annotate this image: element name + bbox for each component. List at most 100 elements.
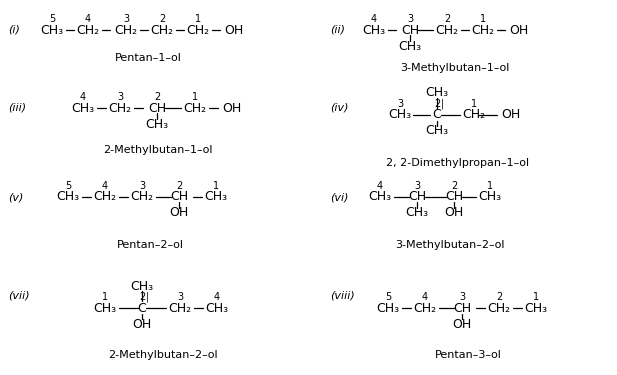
Text: CH₃: CH₃ xyxy=(93,302,117,315)
Text: 1: 1 xyxy=(195,14,201,24)
Text: CH₂: CH₂ xyxy=(436,24,458,36)
Text: C: C xyxy=(433,108,441,122)
Text: 3: 3 xyxy=(123,14,129,24)
Text: 2-Methylbutan–2–ol: 2-Methylbutan–2–ol xyxy=(108,350,218,360)
Text: 4: 4 xyxy=(371,14,377,24)
Text: CH₃: CH₃ xyxy=(72,102,94,114)
Text: OH: OH xyxy=(502,108,521,122)
Text: CH₃: CH₃ xyxy=(41,24,64,36)
Text: OH: OH xyxy=(510,24,529,36)
Text: CH₂: CH₂ xyxy=(186,24,210,36)
Text: 4: 4 xyxy=(85,14,91,24)
Text: CH₂: CH₂ xyxy=(151,24,173,36)
Text: CH: CH xyxy=(445,190,463,204)
Text: 1: 1 xyxy=(192,92,198,102)
Text: CH₃: CH₃ xyxy=(524,302,547,315)
Text: OH: OH xyxy=(452,318,471,330)
Text: CH₃: CH₃ xyxy=(146,117,168,130)
Text: OH: OH xyxy=(444,207,463,219)
Text: 1: 1 xyxy=(102,292,108,302)
Text: Pentan–1–ol: Pentan–1–ol xyxy=(115,53,181,63)
Text: CH₃: CH₃ xyxy=(376,302,400,315)
Text: 3-Methylbutan–2–ol: 3-Methylbutan–2–ol xyxy=(395,240,505,250)
Text: 2: 2 xyxy=(496,292,502,302)
Text: CH₃: CH₃ xyxy=(478,190,502,204)
Text: CH₂: CH₂ xyxy=(183,102,207,114)
Text: 3: 3 xyxy=(414,181,420,191)
Text: CH₂: CH₂ xyxy=(109,102,131,114)
Text: 3: 3 xyxy=(397,99,403,109)
Text: 2: 2 xyxy=(159,14,165,24)
Text: CH₃: CH₃ xyxy=(205,302,228,315)
Text: CH: CH xyxy=(170,190,188,204)
Text: CH₃: CH₃ xyxy=(426,87,449,99)
Text: CH₂: CH₂ xyxy=(77,24,99,36)
Text: CH: CH xyxy=(401,24,419,36)
Text: 5: 5 xyxy=(385,292,391,302)
Text: 2: 2 xyxy=(139,292,145,302)
Text: 1: 1 xyxy=(533,292,539,302)
Text: C: C xyxy=(138,302,146,315)
Text: (vi): (vi) xyxy=(330,192,349,202)
Text: 2: 2 xyxy=(434,99,440,109)
Text: (viii): (viii) xyxy=(330,290,355,300)
Text: OH: OH xyxy=(170,207,189,219)
Text: 4: 4 xyxy=(214,292,220,302)
Text: (vii): (vii) xyxy=(8,290,30,300)
Text: CH: CH xyxy=(453,302,471,315)
Text: 2: 2 xyxy=(444,14,450,24)
Text: 3: 3 xyxy=(177,292,183,302)
Text: 1: 1 xyxy=(471,99,477,109)
Text: (iii): (iii) xyxy=(8,103,26,113)
Text: 5: 5 xyxy=(49,14,55,24)
Text: CH: CH xyxy=(408,190,426,204)
Text: 3: 3 xyxy=(407,14,413,24)
Text: CH₃: CH₃ xyxy=(56,190,80,204)
Text: 4: 4 xyxy=(377,181,383,191)
Text: 4: 4 xyxy=(102,181,108,191)
Text: CH₃: CH₃ xyxy=(389,108,412,122)
Text: 1: 1 xyxy=(487,181,493,191)
Text: OH: OH xyxy=(225,24,244,36)
Text: 2: 2 xyxy=(176,181,182,191)
Text: (iv): (iv) xyxy=(330,103,349,113)
Text: 3-Methylbutan–1–ol: 3-Methylbutan–1–ol xyxy=(400,63,510,73)
Text: 3: 3 xyxy=(117,92,123,102)
Text: 5: 5 xyxy=(65,181,71,191)
Text: |: | xyxy=(146,292,149,302)
Text: CH₂: CH₂ xyxy=(471,24,495,36)
Text: CH₂: CH₂ xyxy=(114,24,138,36)
Text: 2: 2 xyxy=(451,181,457,191)
Text: OH: OH xyxy=(133,318,152,330)
Text: 2, 2-Dimethylpropan–1–ol: 2, 2-Dimethylpropan–1–ol xyxy=(386,158,529,168)
Text: CH₂: CH₂ xyxy=(93,190,117,204)
Text: 3: 3 xyxy=(459,292,465,302)
Text: 4: 4 xyxy=(80,92,86,102)
Text: 1: 1 xyxy=(480,14,486,24)
Text: CH₃: CH₃ xyxy=(130,279,154,292)
Text: CH₂: CH₂ xyxy=(413,302,437,315)
Text: 4: 4 xyxy=(422,292,428,302)
Text: CH₂: CH₂ xyxy=(168,302,191,315)
Text: OH: OH xyxy=(222,102,242,114)
Text: CH₃: CH₃ xyxy=(426,124,449,138)
Text: CH₃: CH₃ xyxy=(362,24,386,36)
Text: (i): (i) xyxy=(8,25,20,35)
Text: CH₂: CH₂ xyxy=(462,108,486,122)
Text: CH₃: CH₃ xyxy=(368,190,392,204)
Text: 1: 1 xyxy=(213,181,219,191)
Text: 3: 3 xyxy=(139,181,145,191)
Text: CH₃: CH₃ xyxy=(399,39,421,53)
Text: (v): (v) xyxy=(8,192,23,202)
Text: Pentan–3–ol: Pentan–3–ol xyxy=(434,350,502,360)
Text: CH₃: CH₃ xyxy=(405,207,429,219)
Text: CH₂: CH₂ xyxy=(487,302,510,315)
Text: 2-Methylbutan–1–ol: 2-Methylbutan–1–ol xyxy=(103,145,213,155)
Text: CH₂: CH₂ xyxy=(130,190,154,204)
Text: CH₃: CH₃ xyxy=(204,190,228,204)
Text: CH: CH xyxy=(148,102,166,114)
Text: |: | xyxy=(441,99,444,109)
Text: 2: 2 xyxy=(154,92,160,102)
Text: Pentan–2–ol: Pentan–2–ol xyxy=(117,240,183,250)
Text: (ii): (ii) xyxy=(330,25,345,35)
